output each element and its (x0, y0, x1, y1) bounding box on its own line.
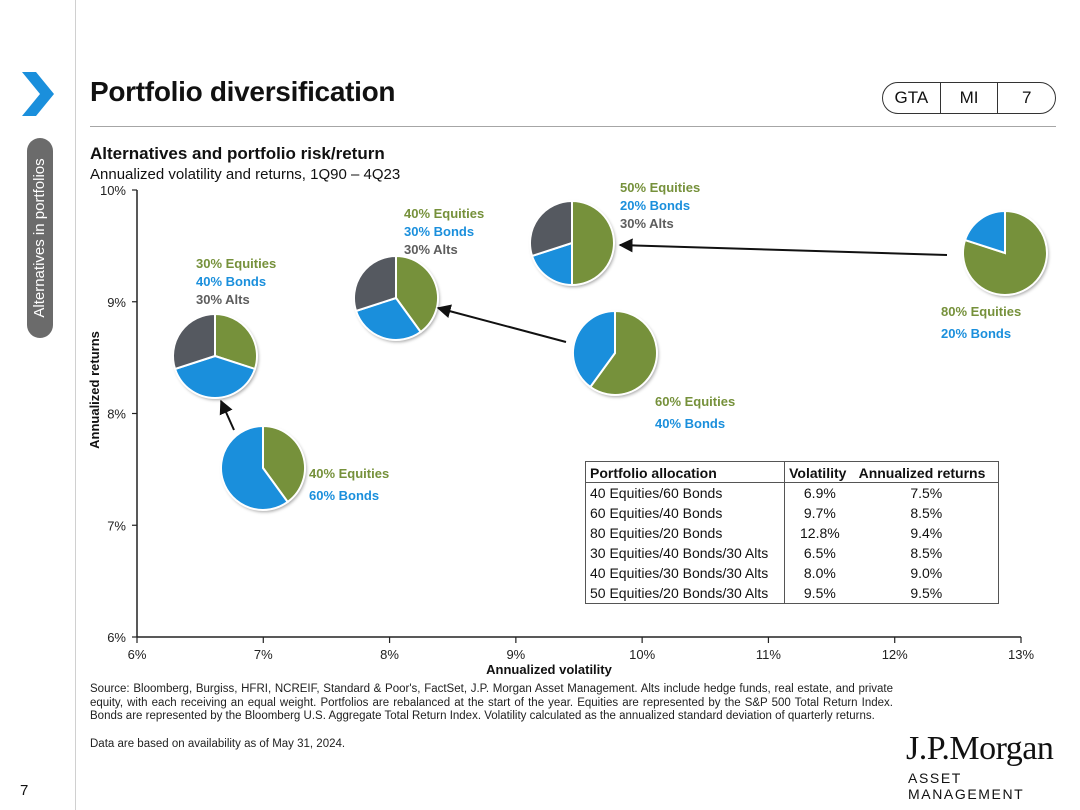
pie-slice-equities (588, 309, 658, 396)
chart-subtitle: Annualized volatility and returns, 1Q90 … (90, 166, 401, 183)
label-p4-alts: 30% Alts (196, 292, 250, 307)
tag-gta[interactable]: GTA (894, 88, 929, 107)
table-row: 40 Equities/30 Bonds/30 Alts 8.0% 9.0% (585, 563, 999, 583)
page-number: 7 (20, 782, 29, 799)
source-note: Source: Bloomberg, Burgiss, HFRI, NCREIF… (90, 683, 893, 722)
shift-arrow (618, 238, 948, 256)
table-header-row: Portfolio allocation Volatility Annualiz… (585, 461, 999, 483)
cell-return: 9.4% (910, 525, 943, 541)
label-p5-equities: 40% Equities (404, 206, 485, 221)
label-p3-bonds: 20% Bonds (941, 326, 1012, 341)
x-tick-label: 10% (629, 647, 655, 662)
x-tick-label: 8% (380, 647, 399, 662)
pie-slice-equities (395, 254, 439, 334)
jpmorgan-logo: J.P.Morgan (906, 730, 1054, 767)
y-axis-title: Annualized returns (87, 331, 102, 449)
cell-allocation: 60 Equities/40 Bonds (585, 503, 786, 523)
pie-slice-alts (172, 312, 216, 371)
y-tick-label: 7% (107, 518, 126, 533)
label-p1-bonds: 60% Bonds (309, 488, 380, 503)
asset-management-logo: ASSET MANAGEMENT (908, 770, 1025, 802)
data-date-note: Data are based on availability as of May… (90, 738, 346, 750)
label-p6-equities: 50% Equities (620, 180, 701, 195)
cell-return: 9.5% (910, 585, 943, 601)
y-tick-label: 8% (107, 407, 126, 422)
pie-slice-alts (353, 254, 397, 313)
allocation-table: Portfolio allocation Volatility Annualiz… (585, 461, 999, 604)
page-title: Portfolio diversification (90, 76, 396, 107)
pie-slice-equities (262, 424, 306, 504)
cell-volatility: 12.8% (800, 525, 840, 541)
shift-arrow (219, 399, 235, 431)
cell-allocation: 40 Equities/30 Bonds/30 Alts (585, 563, 786, 583)
table-row: 60 Equities/40 Bonds 9.7% 8.5% (585, 503, 999, 523)
pie-slice-bonds (354, 296, 423, 341)
cell-volatility: 6.5% (803, 545, 836, 561)
x-tick-label: 13% (1008, 647, 1034, 662)
label-p4-equities: 30% Equities (196, 256, 277, 271)
cell-volatility: 8.0% (803, 565, 836, 581)
shift-arrow (436, 304, 567, 343)
pie-slice-alts (529, 199, 573, 258)
y-tick-label: 9% (107, 295, 126, 310)
label-p3-equities: 80% Equities (941, 304, 1022, 319)
y-tick-label: 6% (107, 630, 126, 645)
x-axis-title: Annualized volatility (486, 662, 612, 677)
cell-volatility: 9.7% (803, 505, 836, 521)
pie-slice-bonds (572, 309, 616, 389)
col-header-volatility: Volatility (784, 461, 855, 483)
label-p5-bonds: 30% Bonds (404, 224, 475, 239)
label-p2-bonds: 40% Bonds (655, 416, 726, 431)
label-p4-bonds: 40% Bonds (196, 274, 267, 289)
pie-slice-bonds (173, 354, 257, 399)
tag-page[interactable]: 7 (997, 83, 1055, 113)
scatter-chart: 6% 7% 8% 9% 10% 11% 12% 13% 10% 9% 8% 7% 6% Annualize… (87, 183, 1048, 677)
title-divider (90, 126, 1056, 127)
col-header-allocation: Portfolio allocation (585, 461, 786, 483)
chevron-right-icon (22, 72, 54, 116)
label-p2-equities: 60% Equities (655, 394, 736, 409)
cell-allocation: 30 Equities/40 Bonds/30 Alts (585, 543, 786, 563)
chart-title: Alternatives and portfolio risk/return (90, 144, 385, 163)
pie-slice-equities (214, 312, 258, 371)
x-tick-label: 6% (128, 647, 147, 662)
table-row: 50 Equities/20 Bonds/30 Alts 9.5% 9.5% (585, 583, 999, 604)
left-margin-rule (75, 0, 76, 810)
x-tick-label: 9% (506, 647, 525, 662)
cell-return: 8.5% (910, 505, 943, 521)
cell-return: 8.5% (910, 545, 943, 561)
label-p6-bonds: 20% Bonds (620, 198, 691, 213)
pie-slice-bonds (963, 209, 1006, 255)
tag-mi[interactable]: MI (939, 83, 998, 113)
pie-slice-bonds (220, 424, 290, 511)
x-tick-label: 11% (756, 647, 781, 662)
cell-return: 7.5% (910, 485, 943, 501)
label-p1-equities: 40% Equities (309, 466, 390, 481)
label-p6-alts: 30% Alts (620, 216, 674, 231)
tag-group: GTA MI 7 (882, 82, 1056, 114)
label-p5-alts: 30% Alts (404, 242, 458, 257)
cell-allocation: 50 Equities/20 Bonds/30 Alts (585, 583, 786, 604)
x-tick-label: 12% (882, 647, 908, 662)
cell-volatility: 6.9% (803, 485, 836, 501)
table-row: 80 Equities/20 Bonds 12.8% 9.4% (585, 523, 999, 543)
cell-volatility: 9.5% (803, 585, 836, 601)
cell-allocation: 80 Equities/20 Bonds (585, 523, 786, 543)
table-row: 40 Equities/60 Bonds 6.9% 7.5% (585, 482, 999, 503)
cell-allocation: 40 Equities/60 Bonds (585, 482, 786, 503)
table-row: 30 Equities/40 Bonds/30 Alts 6.5% 8.5% (585, 543, 999, 563)
y-tick-label: 10% (100, 183, 126, 198)
pie-slice-equities (571, 199, 615, 287)
cell-return: 9.0% (910, 565, 943, 581)
x-tick-label: 7% (254, 647, 273, 662)
col-header-returns: Annualized returns (854, 461, 999, 483)
